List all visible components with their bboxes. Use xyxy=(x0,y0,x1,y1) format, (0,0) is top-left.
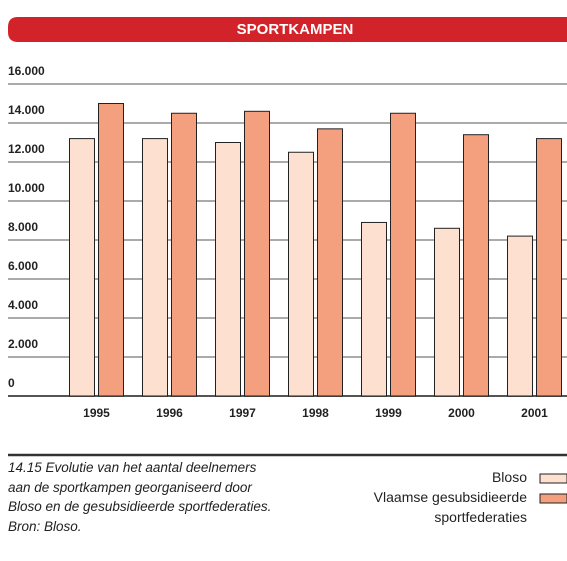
bar xyxy=(215,142,241,397)
y-tick-label: 0 xyxy=(8,376,15,390)
x-tick-label: 1997 xyxy=(229,406,256,420)
y-tick-label: 4.000 xyxy=(8,298,38,312)
bar xyxy=(463,134,489,397)
bar xyxy=(390,112,416,397)
chart-title: SPORTKAMPEN xyxy=(237,21,354,38)
caption-line: 14.15 Evolutie van het aantal deelnemers xyxy=(8,460,257,475)
bar xyxy=(288,151,314,397)
x-tick-label: 2000 xyxy=(448,406,475,420)
bar xyxy=(171,112,197,397)
bar xyxy=(317,128,343,397)
bar xyxy=(507,235,533,397)
y-tick-label: 16.000 xyxy=(8,64,45,78)
legend-swatch xyxy=(539,493,567,504)
bar xyxy=(244,110,270,397)
y-tick-label: 2.000 xyxy=(8,337,38,351)
y-tick-label: 12.000 xyxy=(8,142,45,156)
legend-swatch xyxy=(539,473,567,484)
legend-label: Vlaamse gesubsidieerde sportfederaties xyxy=(373,489,527,525)
bar xyxy=(98,103,124,397)
bar xyxy=(536,138,562,397)
y-tick-label: 6.000 xyxy=(8,259,38,273)
caption-line: Bloso en de gesubsidieerde sportfederati… xyxy=(8,499,272,514)
caption: 14.15 Evolutie van het aantal deelnemers… xyxy=(8,458,271,536)
x-tick-label: 1996 xyxy=(156,406,183,420)
header-bar xyxy=(8,17,567,42)
bar xyxy=(434,227,460,397)
y-tick-label: 10.000 xyxy=(8,181,45,195)
bar xyxy=(69,138,95,397)
x-tick-label: 1995 xyxy=(83,406,110,420)
legend-label: Bloso xyxy=(491,469,527,485)
caption-line: Bron: Bloso. xyxy=(8,518,82,534)
y-tick-label: 8.000 xyxy=(8,220,38,234)
x-tick-label: 1999 xyxy=(375,406,402,420)
bar xyxy=(361,221,387,397)
y-tick-label: 14.000 xyxy=(8,103,45,117)
bar xyxy=(142,138,168,397)
x-tick-label: 1998 xyxy=(302,406,329,420)
x-tick-label: 2001 xyxy=(521,406,548,420)
caption-line: aan de sportkampen georganiseerd door xyxy=(8,479,252,495)
